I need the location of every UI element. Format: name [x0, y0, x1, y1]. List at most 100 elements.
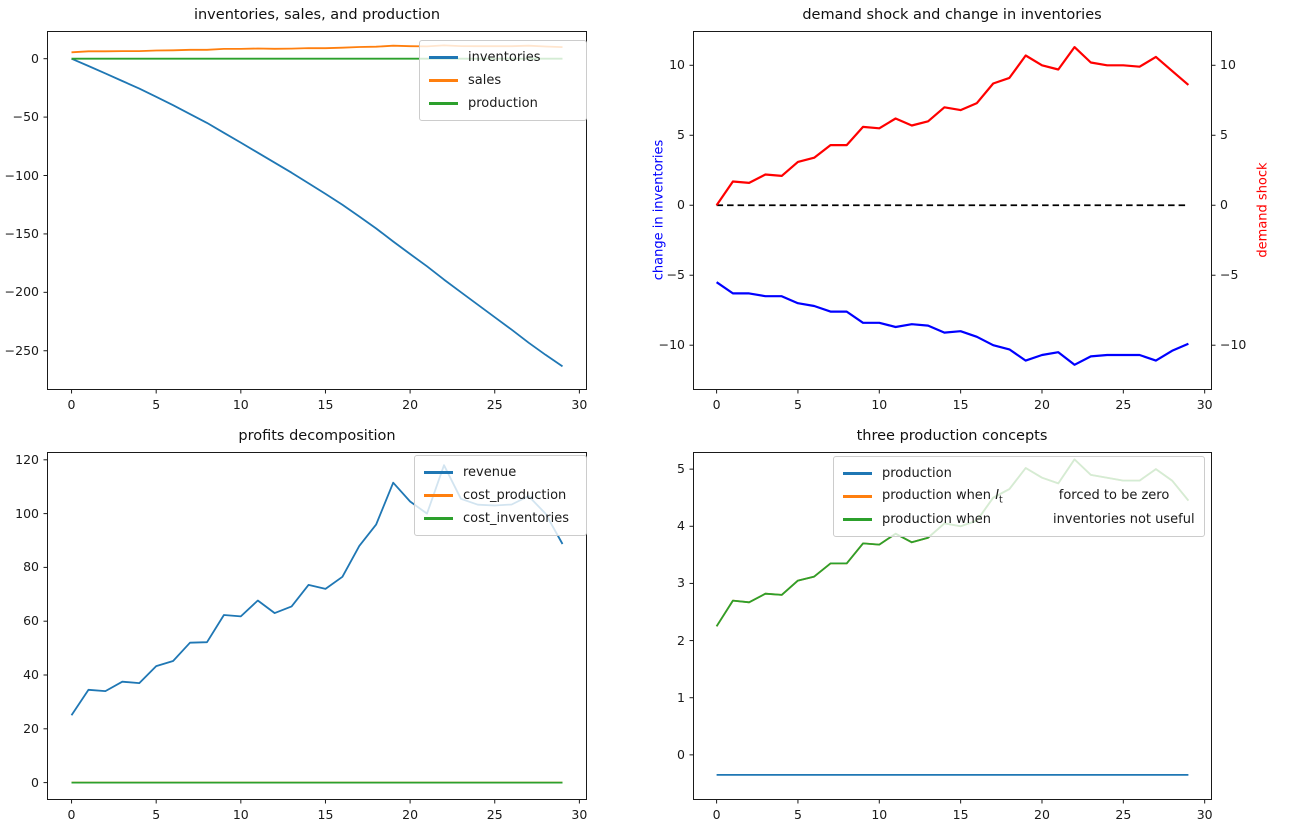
x-tick-label: 20 — [1034, 807, 1050, 822]
y-tick-label: −5 — [666, 267, 685, 283]
legend-label: production — [882, 466, 952, 481]
panel-title-three-production-concepts: three production concepts — [856, 428, 1048, 444]
y-tick-label-right: −5 — [1220, 267, 1239, 283]
y-tick-label: 0 — [677, 746, 685, 762]
x-tick-label: 20 — [402, 397, 419, 412]
y-tick-label: −50 — [12, 109, 39, 125]
x-tick-label: 25 — [486, 397, 503, 412]
y-tick-label: −100 — [4, 167, 39, 183]
axes-spine-inventories-sales-production — [47, 31, 587, 390]
x-tick-label: 30 — [1196, 807, 1213, 822]
legend-label: cost_production — [463, 488, 567, 503]
x-tick-label: 10 — [232, 397, 249, 412]
x-tick-label: 5 — [793, 807, 802, 822]
legend-label: sales — [468, 73, 502, 88]
legend-line-swatch — [429, 102, 458, 105]
x-tick-label: 20 — [402, 807, 419, 822]
legend-label: inventories — [468, 50, 541, 65]
series-demand-shock — [715, 45, 1190, 206]
y-tick-label: −150 — [4, 225, 39, 241]
legend-math-subscript: t — [999, 494, 1003, 506]
panel-top-right — [693, 31, 1212, 390]
axes-spine-three-production-concepts — [693, 452, 1212, 800]
legend-item: sales — [429, 69, 577, 92]
legend-profits-decomposition: revenue cost_production cost_inventories — [414, 455, 587, 536]
y-tick-label: 40 — [23, 666, 39, 682]
y-tick-label: 5 — [677, 127, 685, 143]
legend-label-gap — [1003, 498, 1059, 499]
x-tick-label: 30 — [571, 397, 588, 412]
x-tick-label: 25 — [1115, 807, 1132, 822]
x-tick-label: 0 — [712, 397, 721, 412]
legend-line-swatch — [843, 472, 872, 475]
legend-math-symbol: I — [995, 487, 1000, 503]
y-tick-label: 10 — [669, 57, 685, 73]
y-tick-label-right: 10 — [1220, 57, 1236, 73]
legend-line-swatch — [843, 495, 872, 498]
x-tick-label: 10 — [871, 807, 888, 822]
x-tick-label: 0 — [712, 807, 721, 822]
legend-item: production — [843, 462, 1195, 485]
x-tick-label: 30 — [571, 807, 588, 822]
legend-item: production when It forced to be zero — [843, 485, 1195, 508]
x-tick-label: 5 — [152, 397, 161, 412]
axes-spine-profits-decomposition — [47, 452, 587, 800]
legend-label-gap — [991, 522, 1053, 523]
legend-label: production when inventories not useful — [882, 512, 1195, 527]
y-tick-label-right: 0 — [1220, 197, 1228, 213]
y-tick-label: −250 — [4, 342, 39, 358]
legend-label-text: forced to be zero — [1058, 487, 1170, 503]
x-tick-label: 10 — [871, 397, 888, 412]
series-inventories — [71, 57, 564, 368]
legend-item: production when inventories not useful — [843, 508, 1195, 531]
y-tick-label: 20 — [23, 720, 39, 736]
y-tick-label: 60 — [23, 613, 39, 629]
y-tick-label: 120 — [15, 451, 39, 467]
legend-label: production when It forced to be zero — [882, 488, 1169, 506]
legend-item: production — [429, 92, 577, 115]
axes-spine-demand-shock-and-change-in-inventories — [693, 31, 1212, 390]
x-tick-label: 25 — [486, 807, 503, 822]
legend-inventories-sales-production: inventories sales production — [419, 40, 587, 121]
legend-three-production-concepts: production production when It forced to be… — [833, 456, 1205, 537]
y-tick-label: 3 — [677, 575, 685, 591]
x-tick-label: 5 — [152, 807, 161, 822]
legend-item: inventories — [429, 46, 577, 69]
y-tick-label: 5 — [677, 461, 685, 477]
legend-item: revenue — [424, 461, 577, 484]
y-tick-label: 4 — [677, 518, 685, 534]
y-tick-label-right: −10 — [1220, 337, 1247, 353]
x-tick-label: 20 — [1034, 397, 1050, 412]
x-tick-label: 0 — [67, 807, 76, 822]
plot-group-demand-shock-and-change-in-inventories — [689, 31, 1216, 394]
legend-line-swatch — [843, 518, 872, 521]
legend-label-text: production when — [882, 512, 992, 527]
panel-title-demand-shock: demand shock and change in inventories — [802, 7, 1102, 23]
legend-label-text: inventories not useful — [1053, 512, 1195, 527]
legend-line-swatch — [424, 471, 453, 474]
x-tick-label: 30 — [1196, 397, 1213, 412]
legend-label-text: production when — [882, 487, 996, 503]
x-tick-label: 15 — [952, 397, 969, 412]
legend-line-swatch — [429, 79, 458, 82]
x-tick-label: 25 — [1115, 397, 1132, 412]
legend-label: revenue — [463, 465, 517, 480]
legend-line-swatch — [424, 517, 453, 520]
y-tick-label: 2 — [677, 632, 685, 648]
legend-item: cost_inventories — [424, 507, 577, 530]
panel-title-profits-decomposition: profits decomposition — [238, 428, 396, 444]
x-tick-label: 15 — [952, 807, 969, 822]
x-tick-label: 15 — [317, 397, 334, 412]
series-change-in-inventories — [715, 281, 1189, 366]
legend-label: cost_inventories — [463, 511, 570, 526]
y-tick-label: 0 — [31, 774, 39, 790]
y-tick-label: 0 — [677, 197, 685, 213]
y-tick-label-right: 5 — [1220, 127, 1228, 143]
x-tick-label: 0 — [67, 397, 76, 412]
legend-line-swatch — [424, 494, 453, 497]
x-tick-label: 5 — [793, 397, 802, 412]
x-tick-label: 15 — [317, 807, 334, 822]
y-tick-label: 80 — [23, 559, 39, 575]
panel-title-inventories-sales-production: inventories, sales, and production — [193, 7, 441, 23]
